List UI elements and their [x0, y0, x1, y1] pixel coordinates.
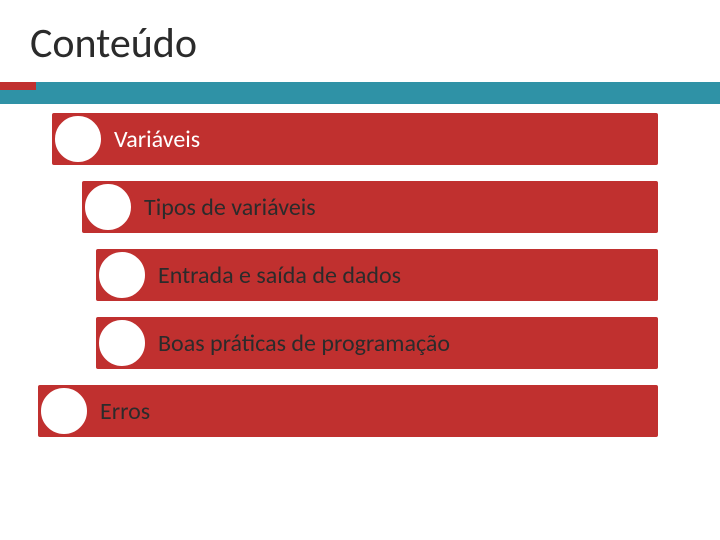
list-item: Entrada e saída de dados [24, 249, 696, 301]
item-bar: Variáveis [52, 113, 658, 165]
bullet-icon [96, 317, 148, 369]
content-list: Variáveis Tipos de variáveis Entrada e s… [24, 113, 696, 437]
bullet-icon [96, 249, 148, 301]
item-label: Entrada e saída de dados [158, 261, 401, 290]
item-bar: Tipos de variáveis [82, 181, 658, 233]
page-title: Conteúdo [24, 18, 696, 69]
list-item: Erros [24, 385, 696, 437]
slide: Conteúdo Variáveis Tipos de variáveis En… [0, 0, 720, 540]
list-item: Variáveis [24, 113, 696, 165]
item-label: Erros [100, 397, 150, 426]
list-item: Boas práticas de programação [24, 317, 696, 369]
item-bar: Boas práticas de programação [96, 317, 658, 369]
list-item: Tipos de variáveis [24, 181, 696, 233]
item-label: Boas práticas de programação [158, 329, 450, 358]
item-label: Variáveis [114, 125, 200, 154]
accent-bar-overlay [0, 82, 36, 90]
bullet-icon [52, 113, 104, 165]
bullet-icon [82, 181, 134, 233]
item-bar: Erros [38, 385, 658, 437]
bullet-icon [38, 385, 90, 437]
item-bar: Entrada e saída de dados [96, 249, 658, 301]
item-label: Tipos de variáveis [144, 193, 316, 222]
accent-bar [0, 82, 720, 104]
